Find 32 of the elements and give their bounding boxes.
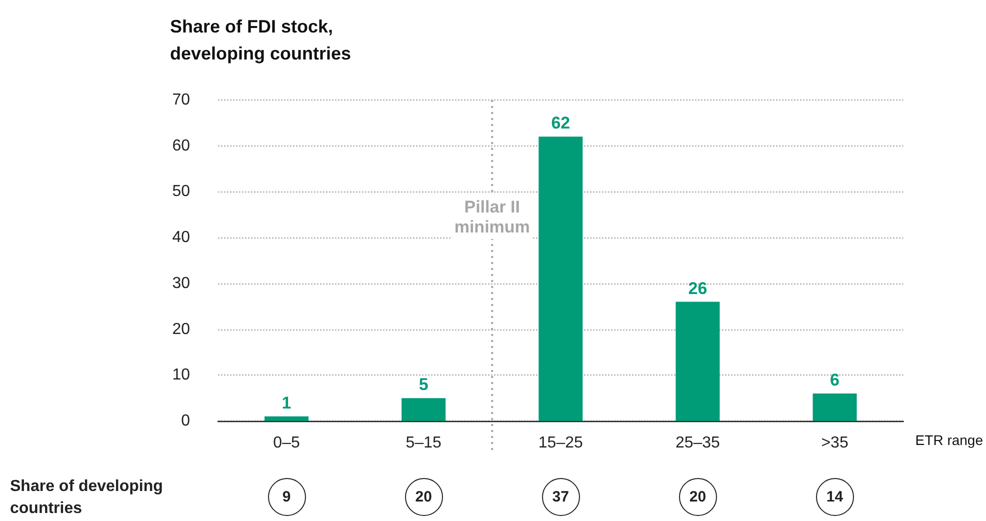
y-tick-label: 40 — [172, 229, 190, 246]
y-tick-label: 50 — [172, 183, 190, 200]
data-label: 5 — [418, 375, 428, 394]
bar — [264, 416, 309, 421]
text: 14 — [826, 488, 844, 506]
y-tick-label: 60 — [172, 137, 190, 154]
x-axis-title: ETR range — [915, 432, 984, 448]
data-label: 26 — [688, 278, 708, 298]
y-tick-label: 0 — [181, 412, 190, 430]
text: Share of developing countries — [10, 477, 164, 519]
data-label: 62 — [551, 114, 570, 133]
text: 9 — [282, 488, 291, 506]
x-tick-label: 15–25 — [538, 434, 583, 452]
x-tick-label: 25–35 — [675, 434, 720, 452]
text: 20 — [415, 488, 432, 506]
data-label: 1 — [282, 393, 292, 412]
x-tick-label: 5–15 — [406, 434, 442, 452]
data-label: 6 — [830, 370, 840, 390]
y-tick-label: 30 — [172, 274, 190, 292]
y-tick-label: 70 — [172, 92, 190, 108]
bar — [812, 393, 857, 421]
bar — [402, 398, 446, 421]
y-axis-title: Share of FDI stock, developing countries — [170, 16, 352, 64]
ref-line-label: Pillar II minimum — [454, 198, 530, 236]
bar — [676, 302, 720, 421]
y-tick-label: 20 — [172, 320, 190, 338]
text: 20 — [689, 488, 706, 506]
x-tick-label: 0–5 — [273, 434, 300, 452]
y-tick-label: 10 — [172, 366, 190, 384]
x-tick-label: >35 — [821, 434, 848, 452]
bar — [538, 136, 583, 421]
text: 37 — [552, 488, 569, 506]
